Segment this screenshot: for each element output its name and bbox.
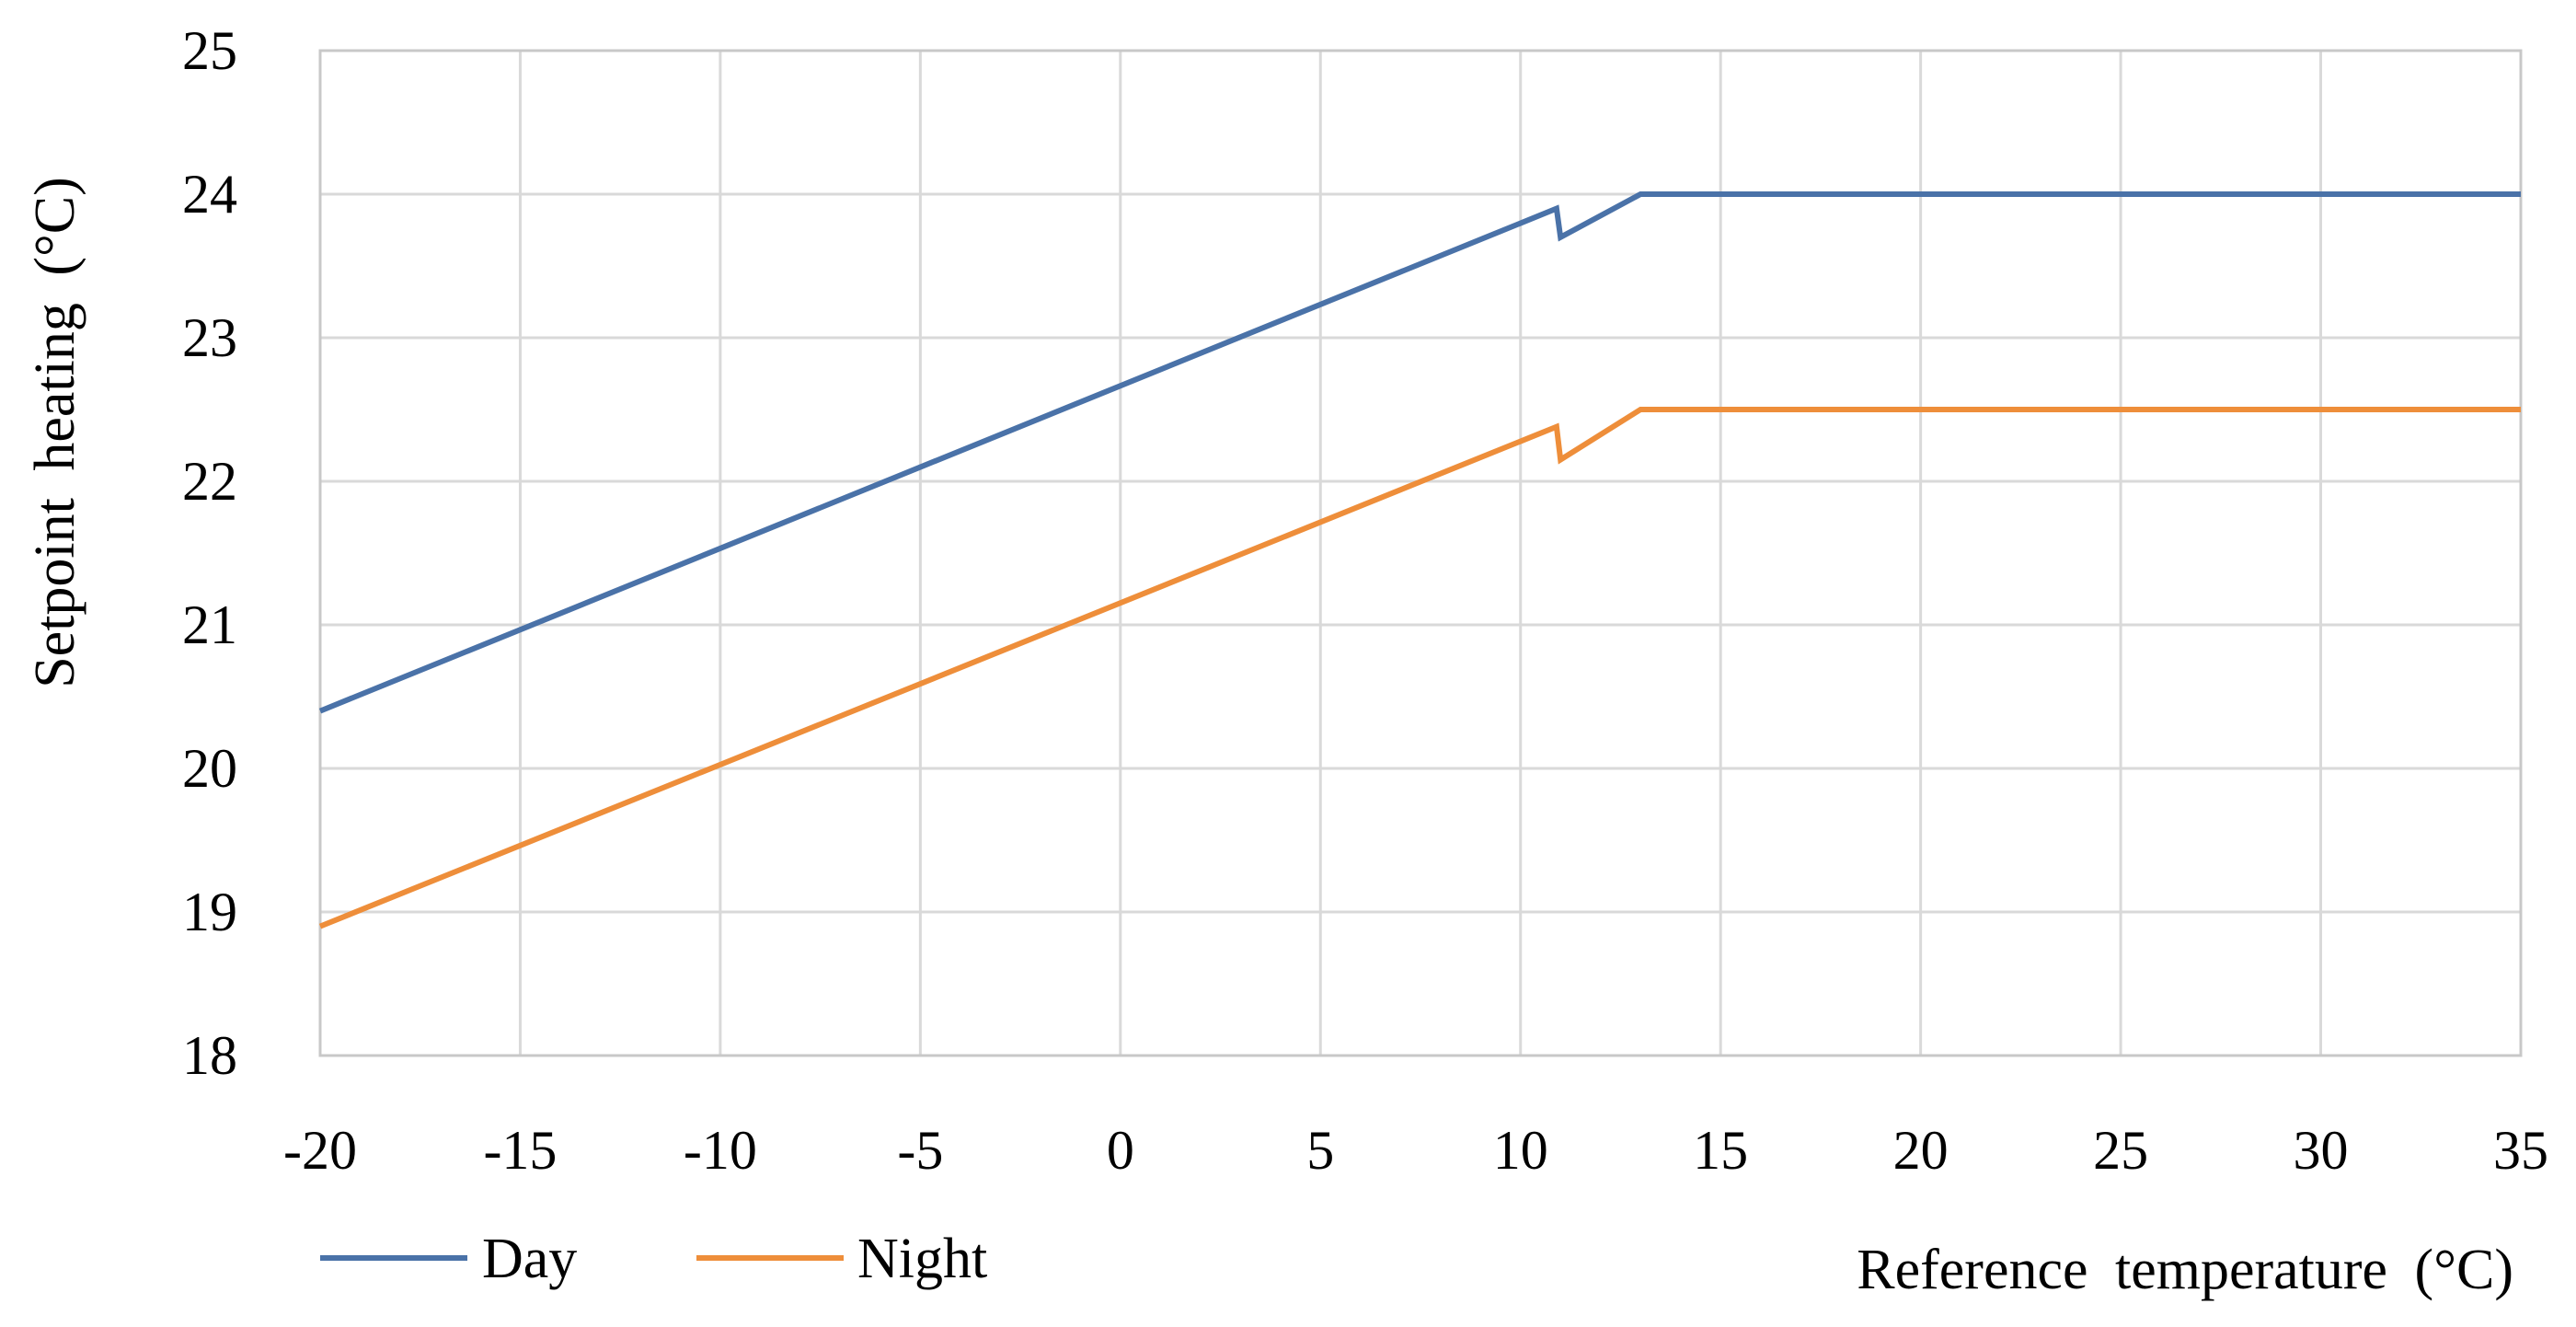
- legend-label-day: Day: [482, 1228, 577, 1290]
- x-tick-label: 0: [1107, 1120, 1134, 1181]
- x-tick-labels: -20 -15 -10 -5 0 5 10 15 20 25 30 35: [283, 1120, 2548, 1181]
- y-tick-label: 22: [182, 451, 237, 512]
- y-tick-labels: 18 19 20 21 22 23 24 25: [182, 20, 237, 1086]
- legend: Day Night: [320, 1228, 987, 1290]
- y-axis-label: Setpoint heating (°C): [24, 177, 86, 688]
- x-axis-label: Reference temperature (°C): [1857, 1239, 2513, 1301]
- x-tick-label: -10: [684, 1120, 757, 1181]
- y-tick-label: 25: [182, 20, 237, 81]
- plot-frame: [318, 49, 2523, 1057]
- x-tick-label: 20: [1893, 1120, 1949, 1181]
- x-tick-label: 25: [2093, 1120, 2148, 1181]
- series-layer: [318, 191, 2521, 929]
- x-tick-label: 5: [1306, 1120, 1334, 1181]
- series-line-night: [318, 407, 2521, 929]
- x-tick-label: 35: [2493, 1120, 2548, 1181]
- x-tick-label: -15: [483, 1120, 557, 1181]
- x-tick-label: -20: [283, 1120, 357, 1181]
- x-tick-label: 30: [2294, 1120, 2349, 1181]
- grid: [318, 49, 2523, 1057]
- x-tick-label: 10: [1493, 1120, 1548, 1181]
- plot-area-border: [318, 49, 2523, 1057]
- y-tick-label: 19: [182, 882, 237, 942]
- series-line-day: [318, 191, 2521, 714]
- x-tick-label: -5: [897, 1120, 943, 1181]
- x-tick-label: 15: [1693, 1120, 1748, 1181]
- y-tick-label: 23: [182, 307, 237, 368]
- y-tick-label: 21: [182, 594, 237, 655]
- y-tick-label: 20: [182, 738, 237, 799]
- legend-label-night: Night: [857, 1228, 987, 1290]
- y-tick-label: 24: [182, 164, 237, 225]
- y-tick-label: 18: [182, 1025, 237, 1086]
